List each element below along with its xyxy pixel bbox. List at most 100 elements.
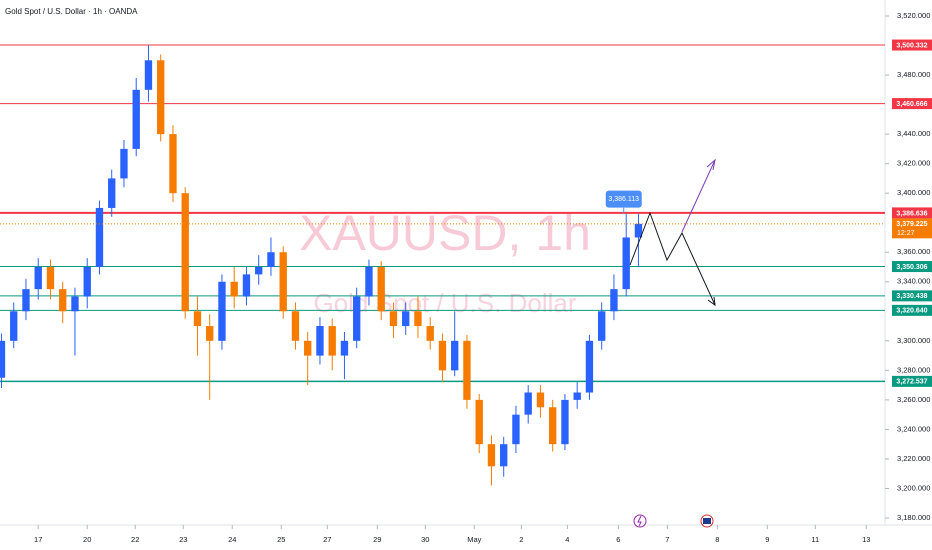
y-tick-label: 3,400.000 — [897, 188, 930, 197]
candle-body — [487, 444, 496, 467]
level-label: 3,500.332 — [896, 42, 927, 49]
candle-body — [108, 178, 116, 208]
candle-body — [267, 252, 275, 267]
level-label: 3,386.636 — [896, 210, 927, 217]
candle-body — [242, 274, 251, 297]
level-label: 3,272.537 — [896, 379, 927, 386]
y-tick-label: 3,240.000 — [897, 424, 930, 433]
level-badge — [892, 261, 932, 273]
candle-body — [95, 207, 104, 267]
chart-title: Gold Spot / U.S. Dollar · 1h · OANDA — [5, 7, 138, 16]
candle-body — [389, 311, 398, 327]
candle-body — [279, 252, 287, 312]
y-tick-label: 3,520.000 — [897, 11, 930, 20]
y-tick-label: 3,260.000 — [897, 395, 930, 404]
level-label: 3,460.666 — [896, 101, 927, 108]
candle-body — [193, 311, 202, 327]
x-tick-label: 11 — [811, 535, 819, 544]
candle-body — [365, 267, 373, 297]
x-tick-label: 13 — [862, 535, 870, 544]
candle-body — [536, 392, 545, 408]
candle-body — [549, 407, 557, 445]
level-badge — [892, 304, 932, 316]
x-tick-label: 22 — [131, 535, 139, 544]
y-tick-label: 3,300.000 — [897, 336, 930, 345]
callout-box — [605, 190, 642, 208]
x-tick-label: May — [467, 535, 481, 544]
candle-body — [463, 340, 471, 400]
x-tick-label: 2 — [519, 535, 523, 544]
x-tick-label: 9 — [765, 535, 769, 544]
candle-body — [475, 399, 483, 445]
level-badge — [892, 375, 932, 387]
candle-body — [598, 311, 606, 341]
candle-body — [340, 340, 349, 356]
candle-body — [181, 193, 189, 312]
watermark-subtitle: Gold Spot / U.S. Dollar — [314, 288, 577, 318]
candle-body — [414, 311, 422, 327]
candle-body — [438, 340, 447, 371]
y-tick-label: 3,280.000 — [897, 365, 930, 374]
candle-body — [304, 340, 312, 356]
candle-body — [328, 326, 336, 356]
candle-body — [426, 326, 434, 341]
candle-body — [500, 444, 508, 467]
y-tick-label: 3,340.000 — [897, 277, 930, 286]
event-icons — [633, 514, 714, 528]
x-tick-label: 29 — [373, 535, 381, 544]
candle-body — [120, 148, 128, 179]
last-price-badge — [892, 218, 932, 239]
candle-body — [291, 311, 300, 341]
candle-body — [524, 392, 532, 415]
x-tick-label: 4 — [565, 535, 569, 544]
candle-body — [132, 89, 140, 149]
up-arrowhead — [706, 158, 716, 171]
level-label: 3,320.640 — [896, 308, 927, 315]
countdown-label: 12:27 — [897, 230, 915, 237]
candle-body — [34, 267, 42, 290]
x-tick-label: 25 — [277, 535, 285, 544]
up-projection — [681, 159, 716, 233]
candle-body — [573, 392, 581, 400]
candle-body — [0, 340, 6, 378]
candle-body — [144, 60, 153, 90]
last-price-label: 3,379.225 — [896, 221, 927, 228]
level-badge — [892, 39, 932, 51]
candle-body — [10, 311, 18, 341]
candle-body — [353, 296, 361, 341]
candle-body — [169, 134, 177, 194]
event-icon[interactable] — [633, 514, 647, 528]
y-tick-label: 3,440.000 — [897, 129, 930, 138]
candle-body — [610, 289, 618, 312]
candle-body — [59, 289, 67, 312]
candle-body — [71, 296, 79, 312]
candle-body — [622, 237, 630, 290]
y-tick-label: 3,480.000 — [897, 70, 930, 79]
candle-body — [451, 340, 459, 371]
candle-body — [585, 340, 594, 393]
x-tick-label: 27 — [323, 535, 331, 544]
level-badge — [892, 207, 932, 219]
y-tick-label: 3,420.000 — [897, 159, 930, 168]
y-tick-label: 3,180.000 — [897, 513, 930, 522]
level-badge — [892, 290, 932, 302]
candle-body — [83, 267, 91, 297]
candle-body — [561, 399, 569, 445]
candle-body — [46, 267, 55, 290]
candle-body — [230, 281, 238, 297]
candle-body — [634, 223, 643, 238]
x-tick-label: 24 — [228, 535, 236, 544]
event-icon-glyph — [703, 518, 711, 524]
candle-body — [206, 326, 214, 341]
x-tick-label: 7 — [665, 535, 669, 544]
candle-body — [218, 281, 226, 341]
candle-body — [402, 311, 410, 327]
level-label: 3,350.306 — [896, 264, 927, 271]
x-tick-label: 20 — [83, 535, 91, 544]
down-arrowhead — [707, 296, 716, 307]
event-icon-glyph — [637, 515, 642, 527]
x-tick-label: 30 — [421, 535, 429, 544]
candle-body — [255, 267, 263, 275]
candle-body — [157, 60, 165, 135]
